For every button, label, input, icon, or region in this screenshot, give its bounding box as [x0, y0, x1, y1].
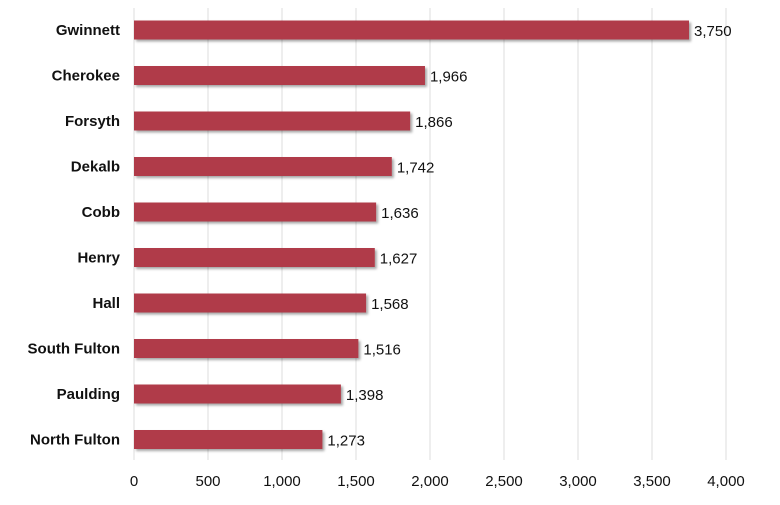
- bars: [134, 20, 689, 449]
- x-tick-label: 1,000: [263, 473, 301, 490]
- data-label: 1,636: [381, 205, 419, 222]
- data-label: 1,742: [397, 160, 435, 177]
- category-label: Paulding: [57, 386, 120, 403]
- data-label: 1,866: [415, 114, 453, 131]
- category-labels: Gwinnett Cherokee Forsyth Dekalb Cobb Henry Ha…: [28, 22, 121, 449]
- category-label: North Fulton: [30, 432, 120, 449]
- data-label: 1,273: [327, 433, 365, 450]
- bar: [134, 339, 359, 358]
- category-label: Forsyth: [65, 113, 120, 130]
- bar: [134, 248, 375, 267]
- bar: [134, 293, 367, 313]
- x-tick-label: 500: [195, 473, 220, 490]
- bar: [134, 20, 689, 40]
- x-tick-label: 4,000: [707, 473, 745, 490]
- data-label: 1,516: [363, 342, 401, 359]
- data-label: 1,568: [371, 296, 409, 313]
- bar: [134, 202, 377, 222]
- data-label: 1,398: [346, 387, 384, 404]
- data-label: 3,750: [694, 23, 732, 40]
- data-labels: 3,750 1,966 1,866 1,742 1,636 1,627 1,568 1,516…: [327, 23, 731, 450]
- category-label: Cobb: [82, 204, 120, 221]
- category-label: Henry: [77, 250, 120, 267]
- data-label: 1,627: [380, 251, 418, 268]
- bar: [134, 111, 411, 131]
- category-label: Cherokee: [52, 68, 120, 85]
- x-tick-label: 0: [130, 473, 138, 490]
- category-label: Hall: [92, 295, 120, 312]
- data-label: 1,966: [430, 69, 468, 86]
- category-label: South Fulton: [28, 341, 120, 358]
- x-tick-label: 3,000: [559, 473, 597, 490]
- x-tick-label: 2,500: [485, 473, 523, 490]
- category-label: Gwinnett: [56, 22, 120, 39]
- x-axis-ticks: 0 500 1,000 1,500 2,000 2,500 3,000 3,500 4,000: [130, 473, 745, 490]
- bar: [134, 384, 341, 404]
- bar: [134, 430, 323, 449]
- x-tick-label: 1,500: [337, 473, 375, 490]
- bar: [134, 157, 392, 176]
- category-label: Dekalb: [71, 159, 120, 176]
- bar: [134, 66, 425, 85]
- x-tick-label: 3,500: [633, 473, 671, 490]
- x-tick-label: 2,000: [411, 473, 449, 490]
